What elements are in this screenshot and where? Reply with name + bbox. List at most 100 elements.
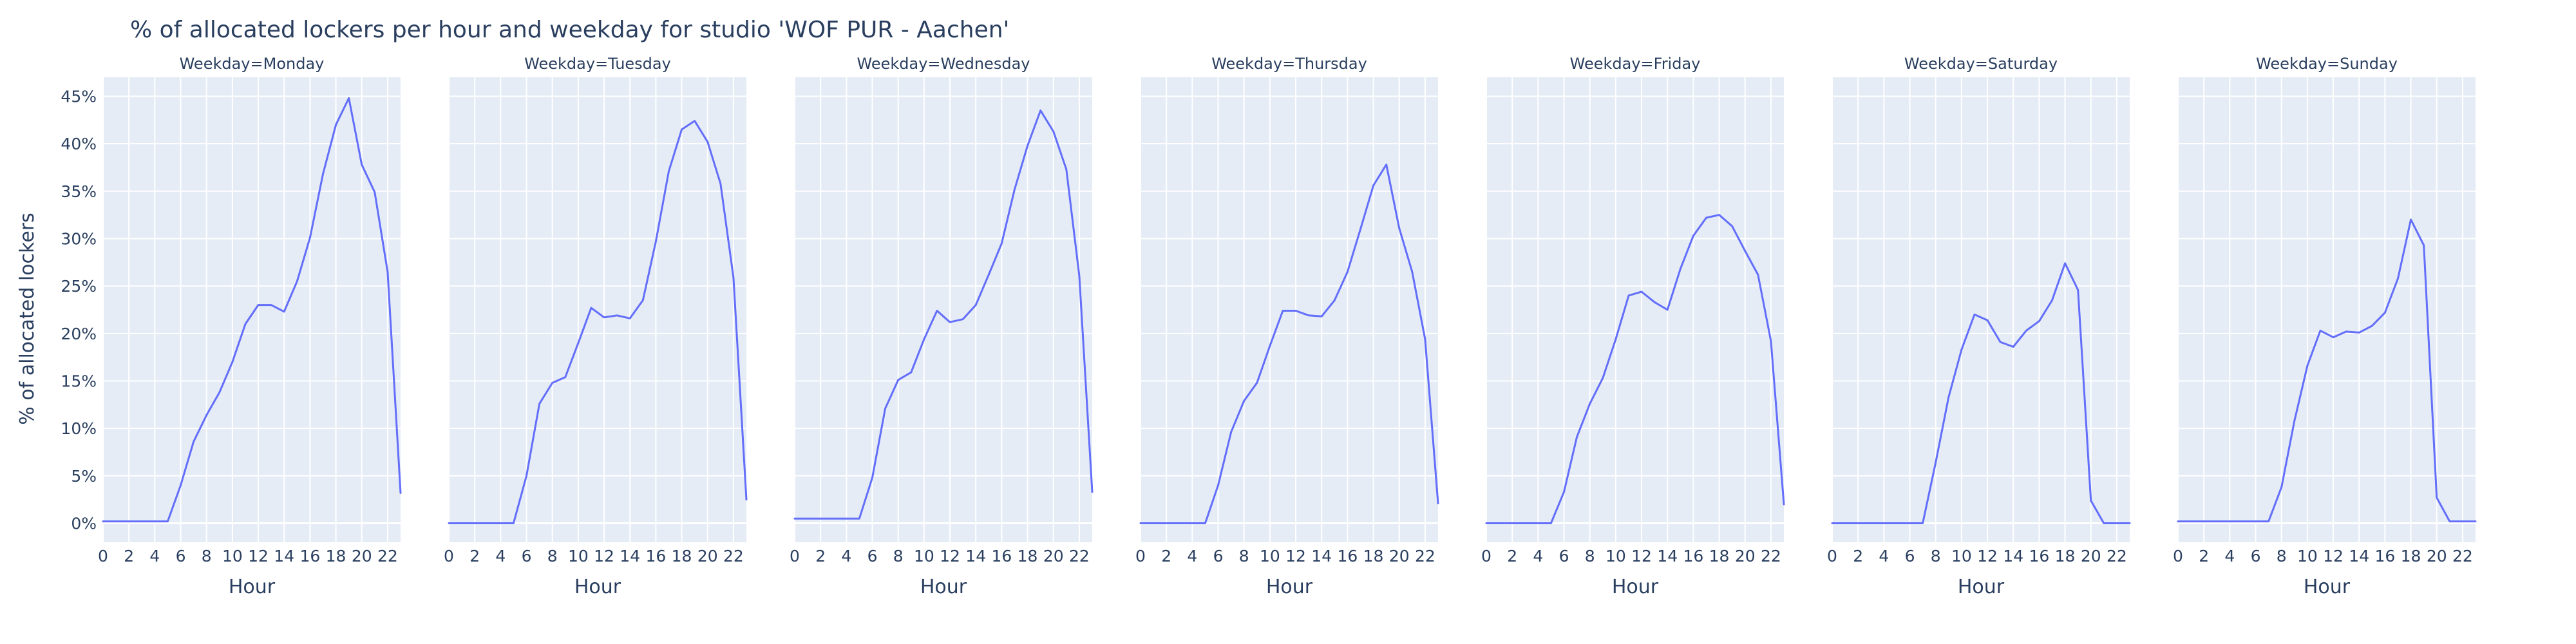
facet-panel: Weekday=Sunday 0 2 4 6 8 10 12 14 16 18 20 22 Hour	[2173, 55, 2477, 598]
series-line	[448, 120, 748, 524]
x-tick-label: 0	[444, 547, 454, 565]
x-tick-label: 8	[202, 547, 212, 565]
series-line	[2177, 218, 2477, 523]
x-tick-label: 2	[1507, 547, 1517, 565]
facet-panel: Weekday=Thursday 0 2 4 6 8 10 12 14 16 18 20 22 Hour	[1135, 55, 1439, 598]
facet-panel: Weekday=Wednesday 0 2 4 6 8 10 12 14 16 18 20 22 Hour	[790, 55, 1094, 598]
x-tick-label: 2	[1161, 547, 1171, 565]
x-axis-title: Hour	[2304, 576, 2351, 598]
x-tick-label: 6	[1905, 547, 1915, 565]
x-tick-label: 8	[1585, 547, 1595, 565]
x-tick-label: 12	[1285, 547, 1306, 565]
x-tick-label: 20	[2081, 547, 2101, 565]
x-tick-label: 10	[1605, 547, 1626, 565]
y-axis-title: % of allocated lockers	[16, 213, 39, 425]
x-tick-label: 4	[1879, 547, 1889, 565]
facet-title: Weekday=Tuesday	[524, 55, 671, 73]
y-tick-label: 30%	[61, 229, 97, 248]
x-tick-label: 12	[1631, 547, 1652, 565]
plot-area	[2178, 77, 2476, 542]
x-tick-label: 18	[1018, 547, 1038, 565]
facet-title: Weekday=Wednesday	[857, 55, 1030, 73]
facet-panel: Weekday=Monday 0 2 4 6 8 10 12 14 16 18 20 22 Hour 0% 5…	[61, 55, 402, 598]
x-tick-label: 16	[991, 547, 1012, 565]
x-tick-label: 0	[790, 547, 800, 565]
facet-title: Weekday=Friday	[1570, 55, 1701, 73]
x-tick-label: 6	[2251, 547, 2261, 565]
x-tick-label: 14	[2349, 547, 2369, 565]
facet-panel: Weekday=Saturday 0 2 4 6 8 10 12 14 16 18 20 22 Hour	[1827, 55, 2131, 598]
x-tick-label: 4	[841, 547, 851, 565]
x-axis-title: Hour	[920, 576, 967, 598]
x-tick-label: 0	[2173, 547, 2183, 565]
x-tick-label: 22	[1069, 547, 1090, 565]
plot-area	[1832, 77, 2130, 542]
facet-panel: Weekday=Friday 0 2 4 6 8 10 12 14 16 18 20 22 Hour	[1481, 55, 1785, 598]
x-tick-label: 4	[1187, 547, 1197, 565]
x-tick-label: 2	[815, 547, 826, 565]
x-tick-label: 20	[1043, 547, 1064, 565]
x-tick-label: 16	[2374, 547, 2395, 565]
x-tick-label: 6	[1559, 547, 1569, 565]
y-tick-label: 45%	[61, 87, 97, 106]
x-tick-label: 16	[1337, 547, 1358, 565]
x-tick-label: 16	[2029, 547, 2049, 565]
x-tick-label: 10	[568, 547, 589, 565]
x-tick-label: 18	[2055, 547, 2076, 565]
x-tick-label: 8	[1931, 547, 1941, 565]
plot-area	[1486, 77, 1784, 542]
x-tick-label: 16	[299, 547, 320, 565]
x-tick-label: 18	[326, 547, 346, 565]
x-tick-label: 22	[2452, 547, 2473, 565]
x-tick-label: 2	[469, 547, 480, 565]
y-tick-label: 10%	[61, 419, 97, 438]
x-tick-label: 8	[893, 547, 904, 565]
x-tick-label: 12	[594, 547, 614, 565]
x-tick-label: 22	[1415, 547, 1435, 565]
x-axis-title: Hour	[574, 576, 621, 598]
x-tick-label: 10	[914, 547, 934, 565]
x-tick-label: 22	[723, 547, 744, 565]
y-tick-label: 15%	[61, 372, 97, 391]
x-tick-label: 14	[620, 547, 640, 565]
x-tick-label: 14	[1311, 547, 1332, 565]
x-tick-label: 8	[547, 547, 558, 565]
facet-title: Weekday=Monday	[180, 55, 325, 73]
x-tick-label: 18	[2401, 547, 2421, 565]
x-axis-title: Hour	[1266, 576, 1313, 598]
x-tick-label: 18	[1363, 547, 1384, 565]
facet-title: Weekday=Saturday	[1904, 55, 2058, 73]
x-tick-label: 14	[1657, 547, 1678, 565]
x-tick-label: 20	[1389, 547, 1410, 565]
x-tick-label: 12	[940, 547, 960, 565]
x-tick-label: 10	[222, 547, 243, 565]
y-tick-label: 25%	[61, 277, 97, 296]
x-tick-label: 12	[2323, 547, 2344, 565]
x-tick-label: 12	[248, 547, 269, 565]
x-tick-label: 2	[2199, 547, 2209, 565]
y-tick-label: 0%	[71, 515, 97, 533]
x-tick-label: 12	[1977, 547, 1998, 565]
x-tick-label: 20	[352, 547, 372, 565]
series-line	[1485, 214, 1785, 524]
series-line	[1831, 262, 2131, 524]
x-tick-label: 10	[2297, 547, 2318, 565]
facet-panel: Weekday=Tuesday 0 2 4 6 8 10 12 14 16 18 20 22 Hour	[444, 55, 748, 598]
x-tick-label: 20	[1735, 547, 1756, 565]
x-tick-label: 22	[377, 547, 398, 565]
x-tick-label: 4	[149, 547, 160, 565]
x-tick-label: 4	[2224, 547, 2235, 565]
x-tick-label: 4	[495, 547, 506, 565]
series-line	[102, 97, 402, 523]
x-axis-title: Hour	[1612, 576, 1659, 598]
plot-area	[103, 77, 401, 542]
series-line	[793, 109, 1094, 520]
x-tick-label: 0	[1827, 547, 1837, 565]
plot-area	[449, 77, 746, 542]
x-tick-label: 16	[1683, 547, 1703, 565]
x-tick-label: 14	[2003, 547, 2023, 565]
x-tick-label: 8	[2277, 547, 2287, 565]
x-tick-label: 16	[645, 547, 666, 565]
